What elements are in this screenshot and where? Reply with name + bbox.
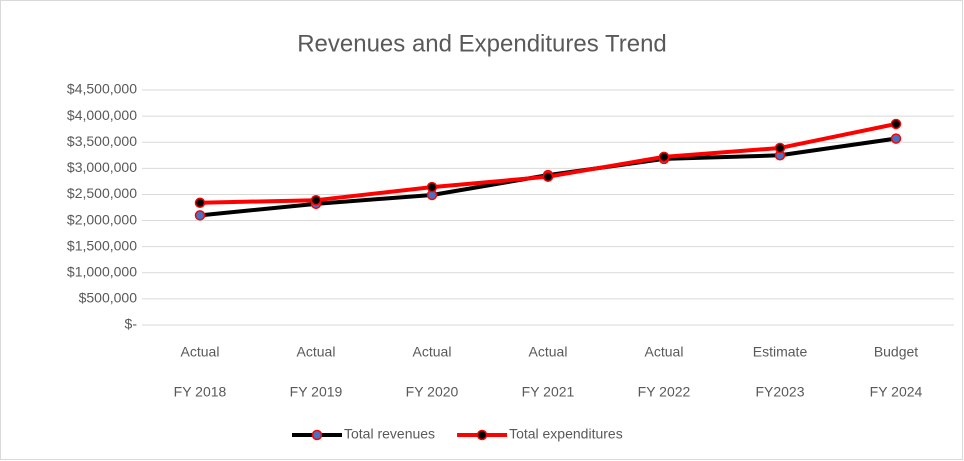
x-tick-label: Actual — [645, 344, 684, 360]
marker — [542, 171, 554, 182]
x-tick-label: Estimate — [753, 344, 808, 360]
x-tick-label: Budget — [874, 344, 918, 360]
x-tick-label: FY 2022 — [638, 384, 691, 400]
x-tick-label: FY2023 — [755, 384, 804, 400]
y-tick-label: $1,000,000 — [67, 263, 137, 279]
marker — [774, 142, 786, 154]
x-tick-label: Actual — [297, 344, 336, 360]
y-tick-label: $- — [125, 316, 138, 332]
x-tick-label: Actual — [181, 344, 220, 360]
marker — [194, 197, 206, 209]
x-tick-label: FY 2020 — [406, 384, 459, 400]
y-tick-label: $3,500,000 — [67, 133, 137, 149]
x-tick-label: FY 2024 — [870, 384, 923, 400]
y-tick-label: $2,000,000 — [67, 211, 137, 227]
marker — [310, 194, 322, 206]
x-tick-label: Actual — [529, 344, 568, 360]
x-tick-label: FY 2019 — [290, 384, 343, 400]
marker — [890, 118, 902, 130]
y-tick-label: $1,500,000 — [67, 237, 137, 253]
y-tick-label: $2,500,000 — [67, 185, 137, 201]
legend-label: Total expenditures — [509, 426, 623, 442]
x-tick-label: FY 2021 — [522, 384, 575, 400]
x-tick-label: FY 2018 — [174, 384, 227, 400]
chart-title: Revenues and Expenditures Trend — [297, 30, 667, 57]
y-tick-label: $4,000,000 — [67, 107, 137, 123]
y-tick-label: $3,000,000 — [67, 159, 137, 175]
y-tick-label: $500,000 — [79, 290, 138, 306]
marker — [658, 151, 670, 163]
y-tick-label: $4,500,000 — [67, 81, 137, 97]
marker — [890, 133, 902, 144]
legend-marker — [476, 429, 488, 441]
marker — [426, 181, 438, 193]
legend-marker — [311, 429, 323, 441]
marker — [194, 210, 206, 221]
legend-label: Total revenues — [344, 426, 435, 442]
x-tick-label: Actual — [413, 344, 452, 360]
